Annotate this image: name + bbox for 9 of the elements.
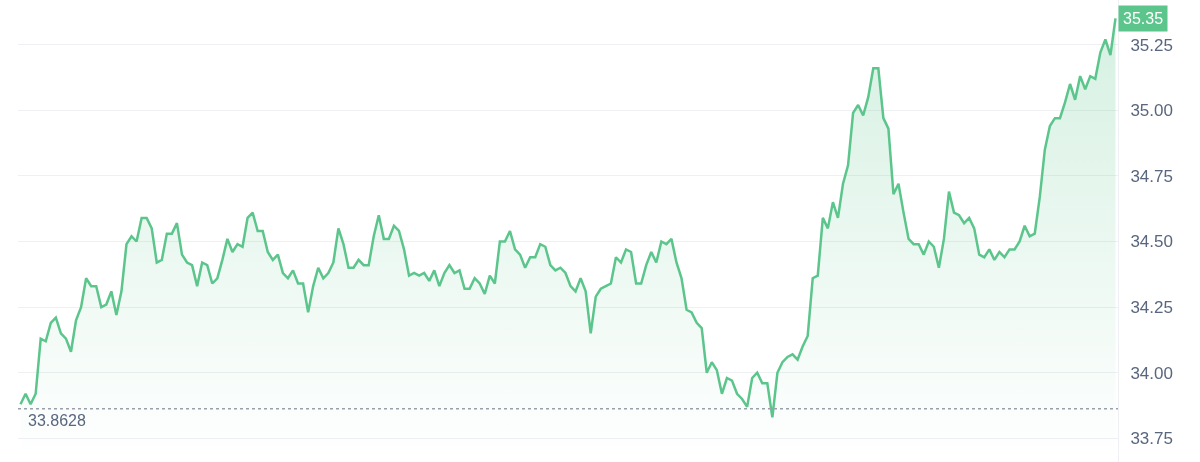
- y-tick-label: 34.75: [1130, 166, 1173, 186]
- text: 35.35: [1123, 10, 1164, 27]
- y-tick-label: 35.00: [1130, 101, 1173, 121]
- y-tick-label: 34.00: [1130, 363, 1173, 383]
- y-tick-label: 34.25: [1130, 298, 1173, 318]
- ref-line-label: 33.8628: [28, 412, 86, 429]
- y-tick-label: 34.50: [1130, 232, 1173, 252]
- y-tick-label: 35.25: [1130, 35, 1173, 55]
- y-tick-label: 33.75: [1130, 429, 1173, 449]
